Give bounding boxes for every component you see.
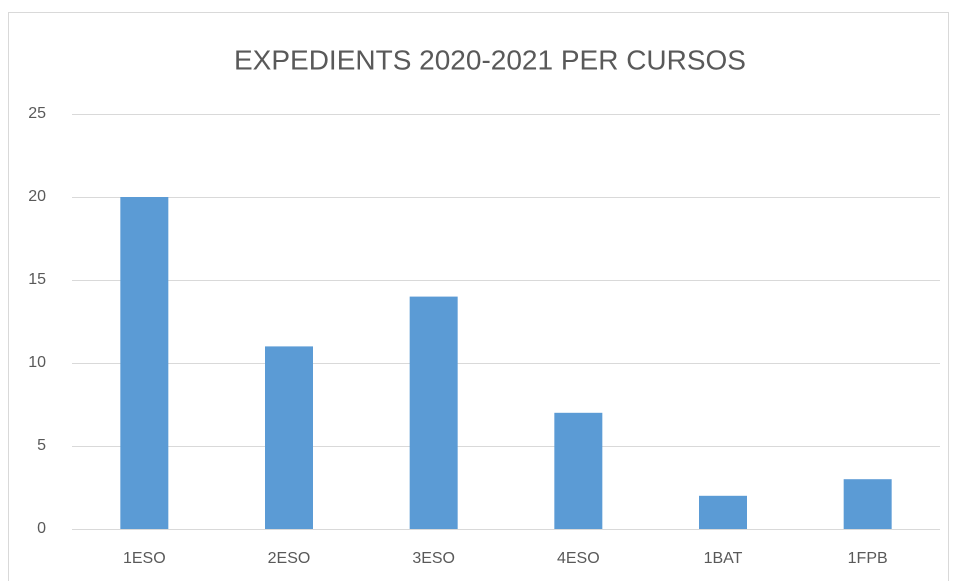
x-tick-label: 1ESO	[123, 550, 166, 567]
x-tick-label: 3ESO	[412, 550, 455, 567]
y-tick-label: 20	[28, 188, 46, 205]
bar	[120, 197, 169, 529]
x-tick-label: 1BAT	[704, 550, 743, 567]
bar	[409, 296, 458, 529]
y-tick-label: 5	[37, 437, 46, 454]
bar	[699, 495, 747, 529]
chart-title: EXPEDIENTS 2020-2021 PER CURSOS	[234, 44, 746, 75]
bar	[843, 479, 892, 529]
y-tick-label: 10	[28, 354, 46, 371]
bar	[554, 412, 603, 529]
bar	[265, 346, 313, 529]
y-tick-label: 15	[28, 271, 46, 288]
x-tick-label: 2ESO	[268, 550, 311, 567]
x-tick-label: 1FPB	[848, 550, 888, 567]
y-tick-label: 25	[28, 105, 46, 122]
x-tick-label: 4ESO	[557, 550, 600, 567]
y-tick-label: 0	[37, 520, 46, 537]
